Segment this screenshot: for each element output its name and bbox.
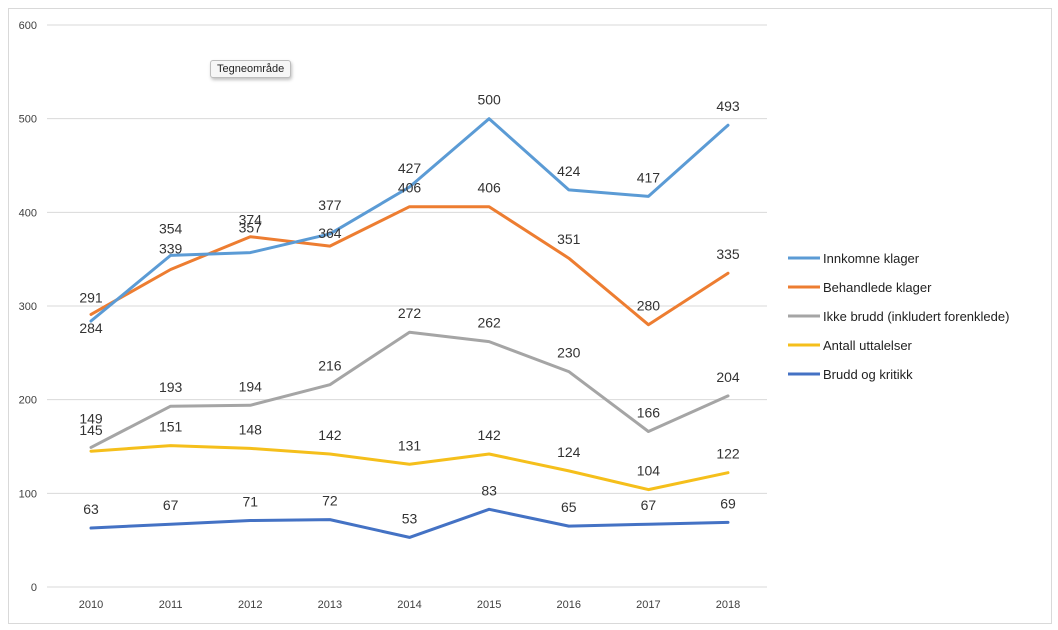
y-tick-label: 400 <box>19 207 37 219</box>
data-label: 500 <box>477 92 501 108</box>
series-line <box>89 507 730 539</box>
legend-label: Antall uttalelser <box>823 338 913 353</box>
data-label: 67 <box>641 497 657 513</box>
data-label: 69 <box>720 495 736 511</box>
legend-label: Brudd og kritikk <box>823 367 913 382</box>
legend: Innkomne klager Behandlede klager Ikke bru… <box>788 251 1009 382</box>
x-tick-label: 2012 <box>238 599 262 611</box>
data-label: 204 <box>716 369 740 385</box>
data-label: 166 <box>637 405 661 421</box>
y-axis: 0 100 200 300 400 500 600 <box>19 20 37 594</box>
data-label: 72 <box>322 493 338 509</box>
data-label: 493 <box>716 98 740 114</box>
data-label: 83 <box>481 482 497 498</box>
series-line <box>89 444 730 492</box>
data-label: 351 <box>557 231 581 247</box>
data-label: 417 <box>637 169 661 185</box>
data-label: 145 <box>79 422 103 438</box>
y-tick-label: 200 <box>19 395 37 407</box>
legend-item[interactable]: Behandlede klager <box>788 280 932 295</box>
data-label: 354 <box>159 220 183 236</box>
data-label: 427 <box>398 160 422 176</box>
legend-item[interactable]: Innkomne klager <box>788 251 920 266</box>
data-label: 364 <box>318 225 342 241</box>
data-label: 377 <box>318 197 342 213</box>
y-tick-label: 600 <box>19 20 37 32</box>
data-label: 406 <box>398 180 422 196</box>
data-label: 65 <box>561 499 577 515</box>
data-label: 216 <box>318 358 342 374</box>
legend-label: Innkomne klager <box>823 251 920 266</box>
series-line <box>89 205 730 327</box>
data-label: 151 <box>159 419 183 435</box>
x-tick-label: 2017 <box>636 599 660 611</box>
data-label: 142 <box>318 427 342 443</box>
data-label: 406 <box>477 180 501 196</box>
x-tick-label: 2013 <box>318 599 342 611</box>
data-label: 280 <box>637 298 661 314</box>
data-label: 284 <box>79 320 103 336</box>
chart-frame <box>8 8 1052 624</box>
data-label: 339 <box>159 240 183 256</box>
data-label: 63 <box>83 501 99 517</box>
x-tick-label: 2018 <box>716 599 740 611</box>
data-label: 131 <box>398 437 422 453</box>
legend-item[interactable]: Ikke brudd (inkludert forenklede) <box>788 309 1009 324</box>
x-tick-label: 2010 <box>79 599 103 611</box>
legend-item[interactable]: Antall uttalelser <box>788 338 913 353</box>
data-label: 67 <box>163 497 179 513</box>
x-tick-label: 2015 <box>477 599 501 611</box>
data-label: 230 <box>557 345 581 361</box>
data-label: 149 <box>79 410 103 426</box>
data-label: 104 <box>637 463 661 479</box>
x-tick-label: 2011 <box>159 599 183 611</box>
data-label: 335 <box>716 246 740 262</box>
data-label: 357 <box>239 220 263 236</box>
y-tick-label: 300 <box>19 301 37 313</box>
series-lines <box>89 117 730 539</box>
legend-item[interactable]: Brudd og kritikk <box>788 367 913 382</box>
x-tick-label: 2014 <box>397 599 421 611</box>
data-label: 142 <box>477 427 501 443</box>
series-line <box>89 330 730 449</box>
data-label: 272 <box>398 305 422 321</box>
y-tick-label: 0 <box>31 582 37 594</box>
legend-label: Behandlede klager <box>823 280 932 295</box>
legend-label: Ikke brudd (inkludert forenklede) <box>823 309 1009 324</box>
data-label: 53 <box>402 510 418 526</box>
plot-area-tooltip: Tegneområde <box>210 60 292 78</box>
data-label: 148 <box>239 421 263 437</box>
series-line <box>89 117 730 323</box>
data-label: 424 <box>557 163 581 179</box>
gridlines <box>47 24 767 588</box>
x-axis: 2010 2011 2012 2013 2014 2015 2016 2017 2018 <box>79 599 740 611</box>
data-label: 122 <box>716 446 740 462</box>
data-label: 71 <box>242 493 258 509</box>
y-tick-label: 100 <box>19 488 37 500</box>
data-label: 193 <box>159 379 183 395</box>
y-tick-label: 500 <box>19 114 37 126</box>
data-label: 291 <box>79 289 103 305</box>
data-labels: 284 354 374 377 427 500 424 417 493 291 339 357 364 4… <box>79 92 740 527</box>
data-label: 194 <box>239 378 263 394</box>
data-label: 374 <box>239 212 263 228</box>
data-label: 124 <box>557 444 581 460</box>
x-tick-label: 2016 <box>557 599 581 611</box>
data-label: 262 <box>477 315 501 331</box>
